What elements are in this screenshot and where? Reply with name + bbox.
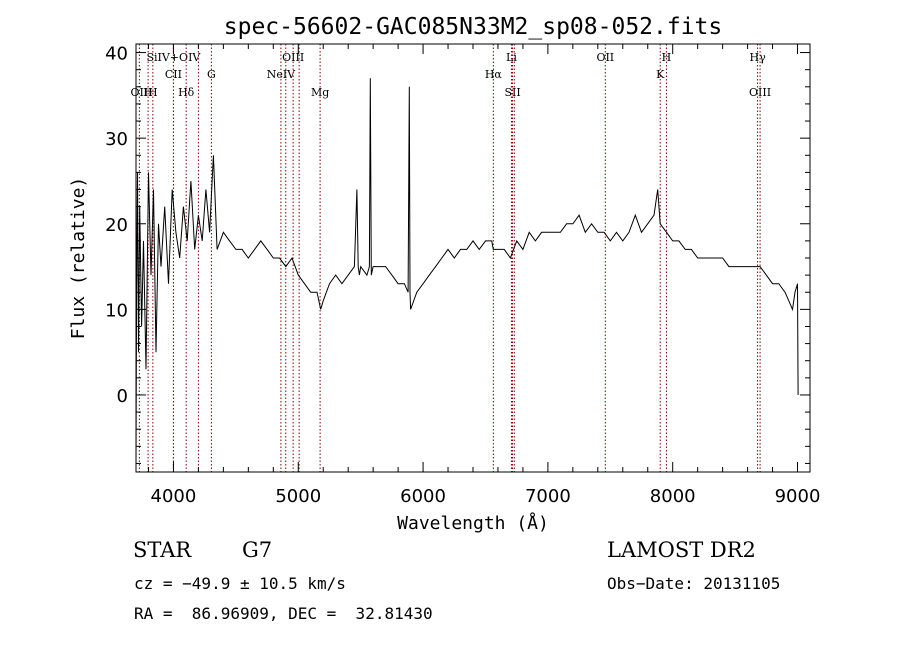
spectrum-line — [135, 78, 799, 464]
line-marker-label: SiIV+OIV — [147, 51, 202, 64]
line-marker-label: G — [207, 68, 216, 81]
line-marker-label: H — [148, 86, 158, 99]
y-tick-label: 20 — [105, 215, 128, 236]
x-axis-label: Wavelength (Å) — [397, 512, 549, 534]
line-marker-label: OII — [596, 51, 614, 64]
chart-title: spec-56602-GAC085N33M2_sp08-052.fits — [224, 14, 723, 40]
line-marker-label: NeIV — [267, 68, 296, 81]
object-subclass: G7 — [242, 538, 273, 562]
line-marker-label: K — [656, 68, 665, 81]
line-marker-label: Li — [506, 51, 517, 64]
line-marker-label: H — [143, 86, 153, 99]
line-marker-label: OIII — [749, 86, 771, 99]
redshift-value: cz = −49.9 ± 10.5 km/s — [134, 574, 346, 593]
survey-name: LAMOST DR2 — [607, 538, 756, 562]
y-tick-label: 0 — [117, 386, 128, 407]
y-tick-label: 30 — [105, 129, 128, 150]
line-marker-label: H — [662, 51, 672, 64]
x-tick-label: 6000 — [400, 486, 446, 507]
x-tick-label: 7000 — [525, 486, 571, 507]
x-tick-label: 4000 — [151, 486, 197, 507]
line-marker-label: OII — [131, 86, 149, 99]
line-marker-label: OIII — [282, 51, 304, 64]
y-tick-label: 40 — [105, 44, 128, 65]
x-tick-label: 5000 — [275, 486, 321, 507]
line-marker-label: SII — [504, 86, 520, 99]
observation-date: Obs−Date: 20131105 — [607, 574, 781, 593]
line-marker-label: Hγ — [749, 51, 766, 64]
y-axis-label: Flux (relative) — [68, 177, 89, 340]
x-tick-label: 8000 — [650, 486, 696, 507]
line-marker-label: CII — [165, 68, 182, 81]
x-tick-label: 9000 — [775, 486, 821, 507]
y-tick-label: 10 — [105, 300, 128, 321]
axis-ticks: 4000 5000 6000 7000 8000 9000 0 10 20 30 40 — [105, 44, 820, 507]
line-marker-label: Mg — [311, 86, 329, 99]
coordinates: RA = 86.96909, DEC = 32.81430 — [134, 604, 433, 623]
line-marker-label: Hα — [485, 68, 503, 81]
object-class: STAR — [133, 538, 192, 562]
line-marker-label: Hδ — [178, 86, 195, 99]
